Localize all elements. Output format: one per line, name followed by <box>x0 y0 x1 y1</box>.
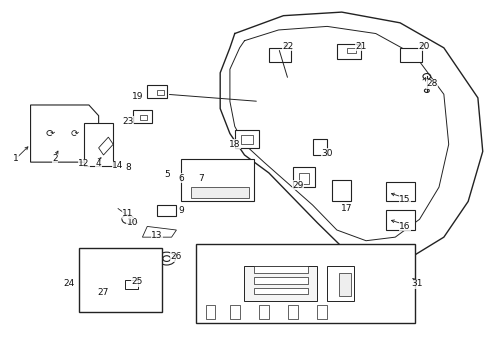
Bar <box>181 158 254 202</box>
Bar <box>326 266 353 301</box>
Text: 10: 10 <box>127 219 138 228</box>
Bar <box>385 210 414 230</box>
Text: 1: 1 <box>13 154 19 163</box>
Bar <box>259 305 268 319</box>
Circle shape <box>86 135 111 153</box>
Text: 30: 30 <box>321 149 332 158</box>
Bar <box>244 266 317 301</box>
Bar <box>229 305 239 319</box>
Text: 8: 8 <box>124 163 130 172</box>
Circle shape <box>163 256 170 261</box>
Text: 2: 2 <box>52 154 58 163</box>
Bar <box>240 135 252 144</box>
Circle shape <box>80 149 88 154</box>
Text: 12: 12 <box>78 159 90 168</box>
Text: 21: 21 <box>355 41 366 50</box>
Circle shape <box>404 51 416 59</box>
Bar <box>331 180 351 202</box>
Text: 11: 11 <box>122 210 133 219</box>
Text: ⟳: ⟳ <box>70 129 78 139</box>
Bar <box>196 244 414 323</box>
Circle shape <box>127 282 135 288</box>
Bar <box>234 130 259 148</box>
Bar <box>268 48 290 62</box>
Text: 20: 20 <box>418 41 429 50</box>
Text: 18: 18 <box>228 140 240 149</box>
Bar <box>191 187 249 198</box>
Text: 27: 27 <box>98 288 109 297</box>
Circle shape <box>95 272 126 295</box>
Bar <box>147 85 166 98</box>
Bar <box>157 90 164 95</box>
Circle shape <box>203 275 227 293</box>
Circle shape <box>237 175 251 185</box>
Text: 24: 24 <box>64 279 75 288</box>
Text: 13: 13 <box>151 231 163 240</box>
Bar <box>79 248 162 312</box>
Circle shape <box>30 119 69 148</box>
Text: 15: 15 <box>398 195 410 204</box>
Bar <box>312 139 326 155</box>
Text: 7: 7 <box>198 174 203 183</box>
Text: 6: 6 <box>178 174 184 183</box>
Bar <box>292 167 314 187</box>
Bar <box>399 48 421 62</box>
Circle shape <box>158 252 175 265</box>
Text: 14: 14 <box>112 161 123 170</box>
Text: 9: 9 <box>178 206 184 215</box>
Circle shape <box>65 149 73 154</box>
Text: 5: 5 <box>163 170 169 179</box>
Bar <box>317 305 326 319</box>
Bar <box>346 48 356 53</box>
Text: 29: 29 <box>292 181 303 190</box>
Bar <box>298 173 308 184</box>
Bar <box>140 114 147 120</box>
Circle shape <box>209 279 221 288</box>
Bar <box>339 273 351 296</box>
Bar <box>385 182 414 202</box>
Text: 16: 16 <box>398 222 410 231</box>
Text: 28: 28 <box>425 79 436 88</box>
Text: 23: 23 <box>122 117 133 126</box>
Text: 19: 19 <box>131 91 143 100</box>
Bar <box>157 205 176 216</box>
Polygon shape <box>142 226 176 237</box>
Bar <box>254 266 307 273</box>
Circle shape <box>51 149 59 154</box>
Polygon shape <box>30 105 99 162</box>
Text: 17: 17 <box>340 204 352 213</box>
Bar <box>205 305 215 319</box>
Circle shape <box>183 171 207 189</box>
Circle shape <box>274 51 285 59</box>
Bar <box>254 288 307 294</box>
Text: 31: 31 <box>410 279 422 288</box>
Circle shape <box>271 275 295 293</box>
Bar <box>336 44 361 59</box>
Bar <box>132 111 152 123</box>
Text: 22: 22 <box>282 41 293 50</box>
Bar <box>254 277 307 284</box>
Circle shape <box>102 277 119 290</box>
Circle shape <box>277 279 288 288</box>
Bar <box>287 305 297 319</box>
Circle shape <box>36 149 44 154</box>
Text: 26: 26 <box>170 252 182 261</box>
Text: 4: 4 <box>96 159 101 168</box>
Bar <box>84 123 113 166</box>
Circle shape <box>57 121 91 146</box>
Circle shape <box>424 89 428 93</box>
Bar <box>125 280 137 289</box>
Text: 25: 25 <box>132 277 143 286</box>
Polygon shape <box>99 137 113 155</box>
Text: ⟳: ⟳ <box>45 129 55 139</box>
Circle shape <box>122 215 133 224</box>
Circle shape <box>422 73 430 79</box>
Circle shape <box>220 173 239 187</box>
